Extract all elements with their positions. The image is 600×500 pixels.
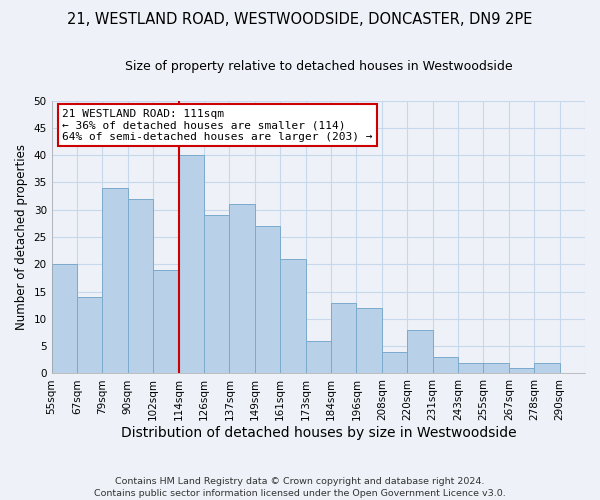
Bar (356, 308, 382, 374)
Bar (458, 362, 484, 374)
Bar (128, 199, 153, 374)
Bar (433, 357, 458, 374)
X-axis label: Distribution of detached houses by size in Westwoodside: Distribution of detached houses by size … (121, 426, 516, 440)
Bar (255, 226, 280, 374)
Bar (103, 188, 128, 374)
Bar (407, 330, 433, 374)
Bar (382, 352, 407, 374)
Text: 21 WESTLAND ROAD: 111sqm
← 36% of detached houses are smaller (114)
64% of semi-: 21 WESTLAND ROAD: 111sqm ← 36% of detach… (62, 108, 373, 142)
Bar (484, 362, 509, 374)
Bar (509, 368, 534, 374)
Title: Size of property relative to detached houses in Westwoodside: Size of property relative to detached ho… (125, 60, 512, 73)
Bar (153, 270, 179, 374)
Bar (52, 264, 77, 374)
Bar (534, 362, 560, 374)
Bar (331, 302, 356, 374)
Text: 21, WESTLAND ROAD, WESTWOODSIDE, DONCASTER, DN9 2PE: 21, WESTLAND ROAD, WESTWOODSIDE, DONCAST… (67, 12, 533, 28)
Bar (305, 340, 331, 374)
Bar (77, 297, 103, 374)
Bar (179, 155, 204, 374)
Bar (280, 259, 305, 374)
Bar (204, 215, 229, 374)
Y-axis label: Number of detached properties: Number of detached properties (15, 144, 28, 330)
Text: Contains HM Land Registry data © Crown copyright and database right 2024.
Contai: Contains HM Land Registry data © Crown c… (94, 476, 506, 498)
Bar (229, 204, 255, 374)
